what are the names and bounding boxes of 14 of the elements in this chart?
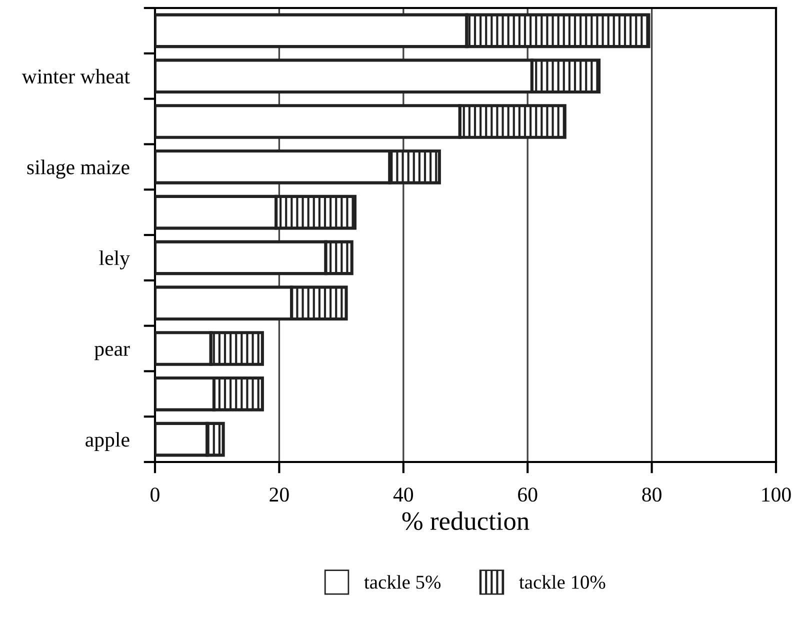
legend-label: tackle 10% xyxy=(519,575,606,589)
y-tick-label: pear xyxy=(94,346,130,360)
x-tick-label: 60 xyxy=(518,488,538,502)
x-tick-label: 0 xyxy=(150,488,160,502)
x-tick-label: 40 xyxy=(393,488,414,502)
y-tick-label: lely xyxy=(99,250,130,270)
x-tick-label: 100 xyxy=(762,488,791,502)
y-tick-label: winter wheat xyxy=(22,68,130,84)
x-axis-title: % reduction xyxy=(402,511,530,530)
x-tick-label: 20 xyxy=(270,488,289,502)
x-tick-label: 80 xyxy=(642,488,662,502)
legend-label: tackle 5% xyxy=(364,575,441,589)
y-tick-label: silage maize xyxy=(27,160,130,179)
y-tick-label: apple xyxy=(86,432,130,451)
